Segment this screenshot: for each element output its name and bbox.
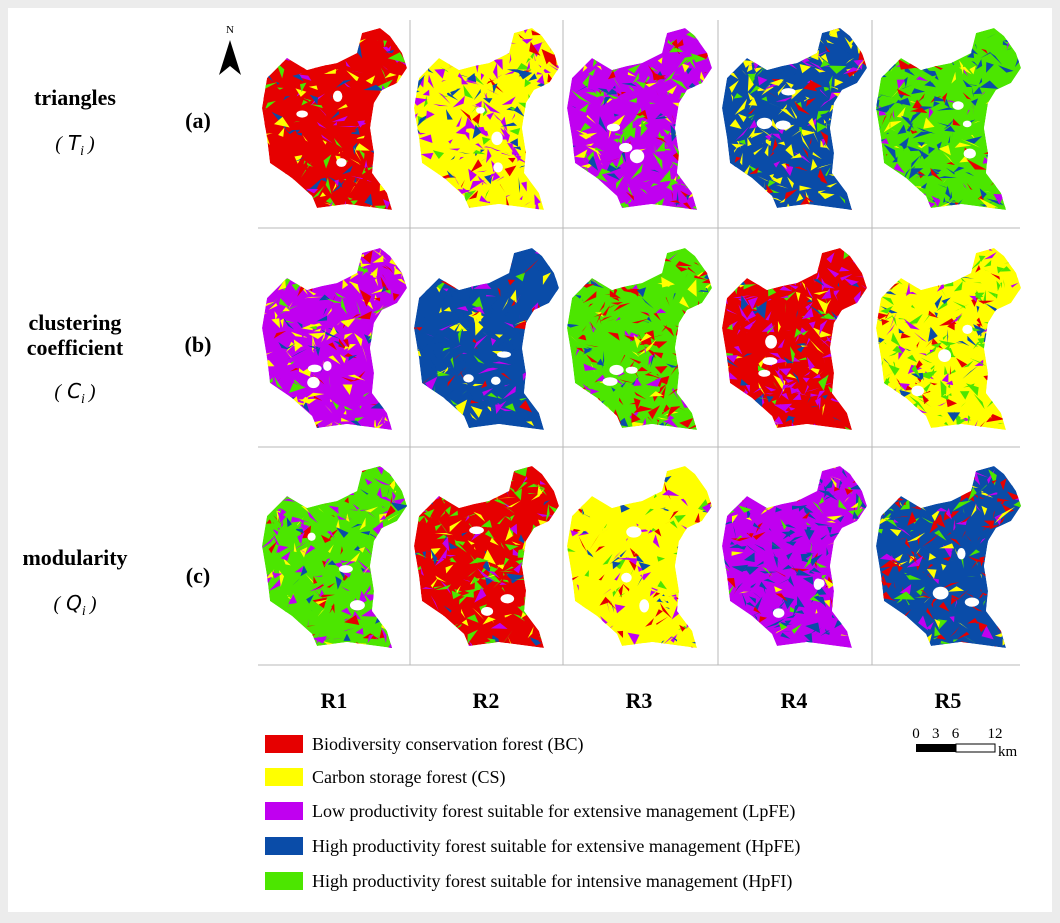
scale-unit: km <box>998 744 1018 760</box>
legend-swatch <box>265 735 303 753</box>
panel-label: (a) <box>185 108 211 133</box>
map-gap <box>626 367 638 374</box>
scale-tick-label: 6 <box>952 726 960 742</box>
map-gap <box>773 608 784 618</box>
map-gap <box>491 132 502 146</box>
north-label: N <box>226 24 234 36</box>
row-label: triangles <box>34 85 116 110</box>
maps <box>251 20 1037 660</box>
symbol-var: C <box>67 379 81 403</box>
map-gap <box>964 149 976 159</box>
legend-label: Low productivity forest suitable for ext… <box>312 801 795 822</box>
map-gap <box>609 365 623 375</box>
map-gap <box>323 361 331 371</box>
map-gap <box>630 149 644 163</box>
map-gap <box>765 335 777 349</box>
page: N triangles (Ti) (a) clusteringcoefficient (… <box>0 0 1060 923</box>
legend-swatch <box>265 802 303 820</box>
map-gap <box>776 121 791 130</box>
symbol-var: Q <box>66 591 82 615</box>
row-symbol: (Ci) <box>54 379 96 407</box>
map-gap <box>307 533 315 541</box>
legend-swatch <box>265 837 303 855</box>
legend-label: Biodiversity conservation forest (BC) <box>312 734 583 755</box>
map-gap <box>626 526 641 537</box>
map-gap <box>333 91 342 102</box>
symbol-sub: i <box>80 144 84 159</box>
map-gap <box>493 162 503 172</box>
legend-swatch <box>265 768 303 786</box>
column-label: R3 <box>626 688 653 713</box>
legend-label: High productivity forest suitable for in… <box>312 871 792 892</box>
map-gap <box>307 377 319 388</box>
row-label: modularity <box>22 545 127 570</box>
map-gap <box>962 325 972 334</box>
map-gap <box>308 365 322 373</box>
map-gap <box>463 374 474 382</box>
scale-tick-label: 12 <box>988 726 1003 742</box>
symbol-sub: i <box>82 604 86 619</box>
map-gap <box>619 143 632 152</box>
scale-tick-label: 3 <box>932 726 940 742</box>
map-gap <box>621 573 632 583</box>
map-gap <box>350 600 365 610</box>
map-gap <box>497 351 511 357</box>
map-gap <box>469 526 484 534</box>
map-gap <box>501 594 515 603</box>
symbol-close: ) <box>88 381 96 403</box>
map-gap <box>758 370 770 377</box>
row-label: coefficient <box>27 335 124 360</box>
legend-label: High productivity forest suitable for ex… <box>312 836 800 857</box>
column-label: R1 <box>321 688 348 713</box>
map-gap <box>602 377 617 386</box>
map-gap <box>336 158 346 167</box>
map-gap <box>491 377 501 385</box>
map-gap <box>815 579 824 588</box>
map-gap <box>763 357 778 365</box>
map-gap <box>781 88 795 95</box>
panel-label: (b) <box>185 332 212 357</box>
symbol-sub: i <box>81 392 85 407</box>
scale-segment <box>916 744 956 752</box>
map-gap <box>965 598 979 607</box>
legend-swatch <box>265 872 303 890</box>
map-gap <box>911 386 924 397</box>
symbol-close: ) <box>89 593 97 615</box>
map-gap <box>639 599 649 612</box>
column-label: R4 <box>781 688 808 713</box>
scale-segment <box>956 744 995 752</box>
map-gap <box>953 101 964 110</box>
column-label: R2 <box>473 688 500 713</box>
map-gap <box>757 118 773 129</box>
map-gap <box>296 111 308 118</box>
row-symbol: (Ti) <box>55 131 95 159</box>
map-gap <box>933 587 949 600</box>
map-gap <box>481 607 493 616</box>
map-gap <box>938 349 951 362</box>
legend-label: Carbon storage forest (CS) <box>312 767 505 788</box>
map-gap <box>963 121 972 128</box>
map-gap <box>957 548 965 559</box>
row-label: clustering <box>29 310 122 335</box>
map-gap <box>476 107 485 114</box>
row-symbol: (Qi) <box>54 591 97 619</box>
scale-tick-label: 0 <box>912 726 920 742</box>
figure: N triangles (Ti) (a) clusteringcoefficient (… <box>0 0 1060 923</box>
map-gap <box>339 565 353 573</box>
panel-label: (c) <box>186 563 210 588</box>
column-label: R5 <box>935 688 962 713</box>
map-gap <box>607 124 620 132</box>
symbol-close: ) <box>87 133 95 155</box>
